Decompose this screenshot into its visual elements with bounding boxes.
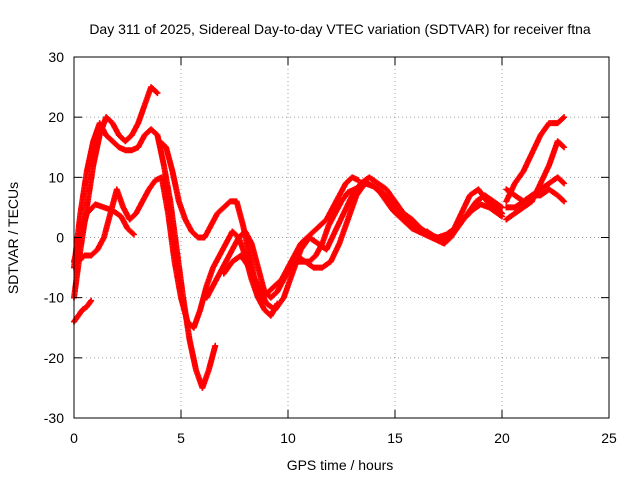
data-point-marker [559,143,566,150]
data-point-marker [153,89,160,96]
data-point-marker [497,209,504,216]
data-point-marker [212,342,219,349]
satellite-track-14 [503,138,568,223]
satellite-track-5 [75,174,281,331]
grid-lines [74,57,609,418]
data-point-marker [154,90,161,97]
y-tick-label: 20 [48,109,64,125]
y-tick-label: 0 [56,230,64,246]
x-tick-label: 5 [177,430,185,446]
x-tick-label: 0 [70,430,78,446]
data-point-marker [129,230,136,237]
satellite-track-10 [424,186,505,247]
axis-ticks: 0 5 10 15 20 25 -30 -20 -10 0 10 20 30 [44,49,617,446]
data-point-marker [561,198,568,205]
data-point-marker [561,144,568,151]
x-tick-label: 10 [280,430,296,446]
y-tick-label: -20 [44,350,64,366]
x-tick-label: 20 [494,430,510,446]
data-point-marker [559,179,566,186]
y-tick-label: 10 [48,169,64,185]
satellite-track-9 [285,180,505,271]
y-axis-label: SDTVAR / TECUs [5,182,21,294]
data-point-marker [355,177,362,184]
x-tick-label: 15 [387,430,403,446]
data-point-marker [499,210,505,217]
chart-title: Day 311 of 2025, Sidereal Day-to-day VTE… [89,21,591,37]
x-axis-label: GPS time / hours [287,457,394,473]
data-point-marker [88,297,95,304]
y-tick-label: -30 [44,410,64,426]
y-tick-label: 30 [48,49,64,65]
data-point-marker [130,231,137,238]
data-point-marker [559,115,566,122]
x-tick-label: 25 [601,430,617,446]
data-point-marker [561,180,568,187]
y-tick-label: -10 [44,290,64,306]
data-point-marker [561,114,568,121]
data-points [71,84,568,391]
data-point-marker [559,197,566,204]
